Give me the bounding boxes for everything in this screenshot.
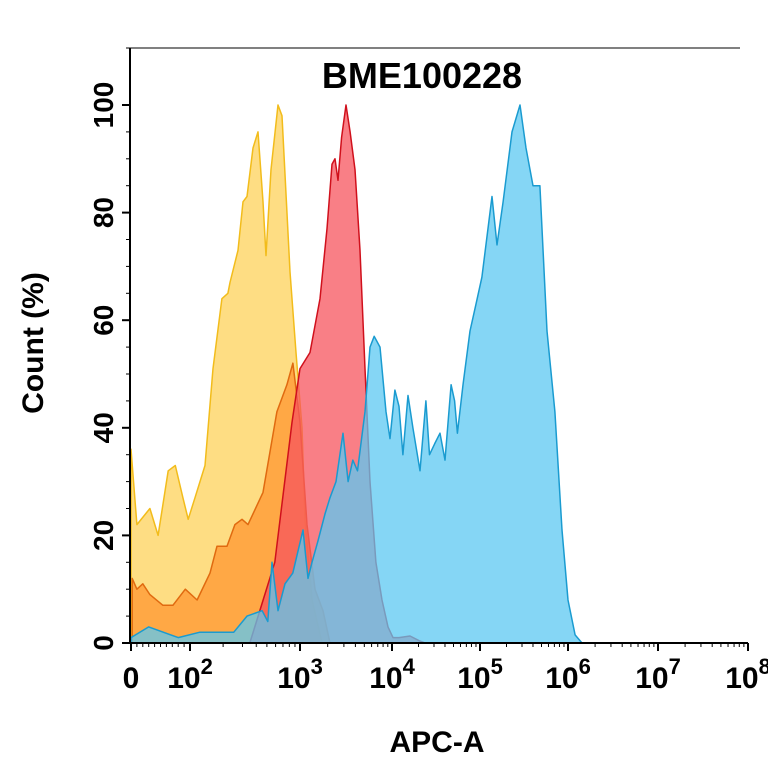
x-tick-label: 104 xyxy=(369,654,415,695)
x-axis-label: APC-A xyxy=(390,726,485,759)
axes: 0 20 40 60 80 100 0 102 103 104 105 106 107 108 xyxy=(88,47,768,695)
x-tick-label: 102 xyxy=(167,654,213,695)
x-tick-label: 103 xyxy=(277,654,323,695)
x-tick-label: 107 xyxy=(635,654,681,695)
chart-title: BME100228 xyxy=(322,55,522,96)
y-tick-label: 20 xyxy=(88,520,119,551)
histogram-series-3 xyxy=(130,104,583,644)
x-tick-label: 105 xyxy=(457,654,503,695)
y-tick-label: 80 xyxy=(88,197,119,228)
x-tick-label: 0 xyxy=(123,662,140,695)
y-tick-label: 40 xyxy=(88,412,119,443)
y-tick-label: 0 xyxy=(88,635,119,651)
y-tick-label: 60 xyxy=(88,305,119,336)
y-tick-label: 100 xyxy=(88,82,119,129)
y-axis-label: Count (%) xyxy=(17,272,50,414)
x-tick-label: 106 xyxy=(545,654,591,695)
x-tick-label: 108 xyxy=(725,654,768,695)
series-layer xyxy=(130,104,583,644)
